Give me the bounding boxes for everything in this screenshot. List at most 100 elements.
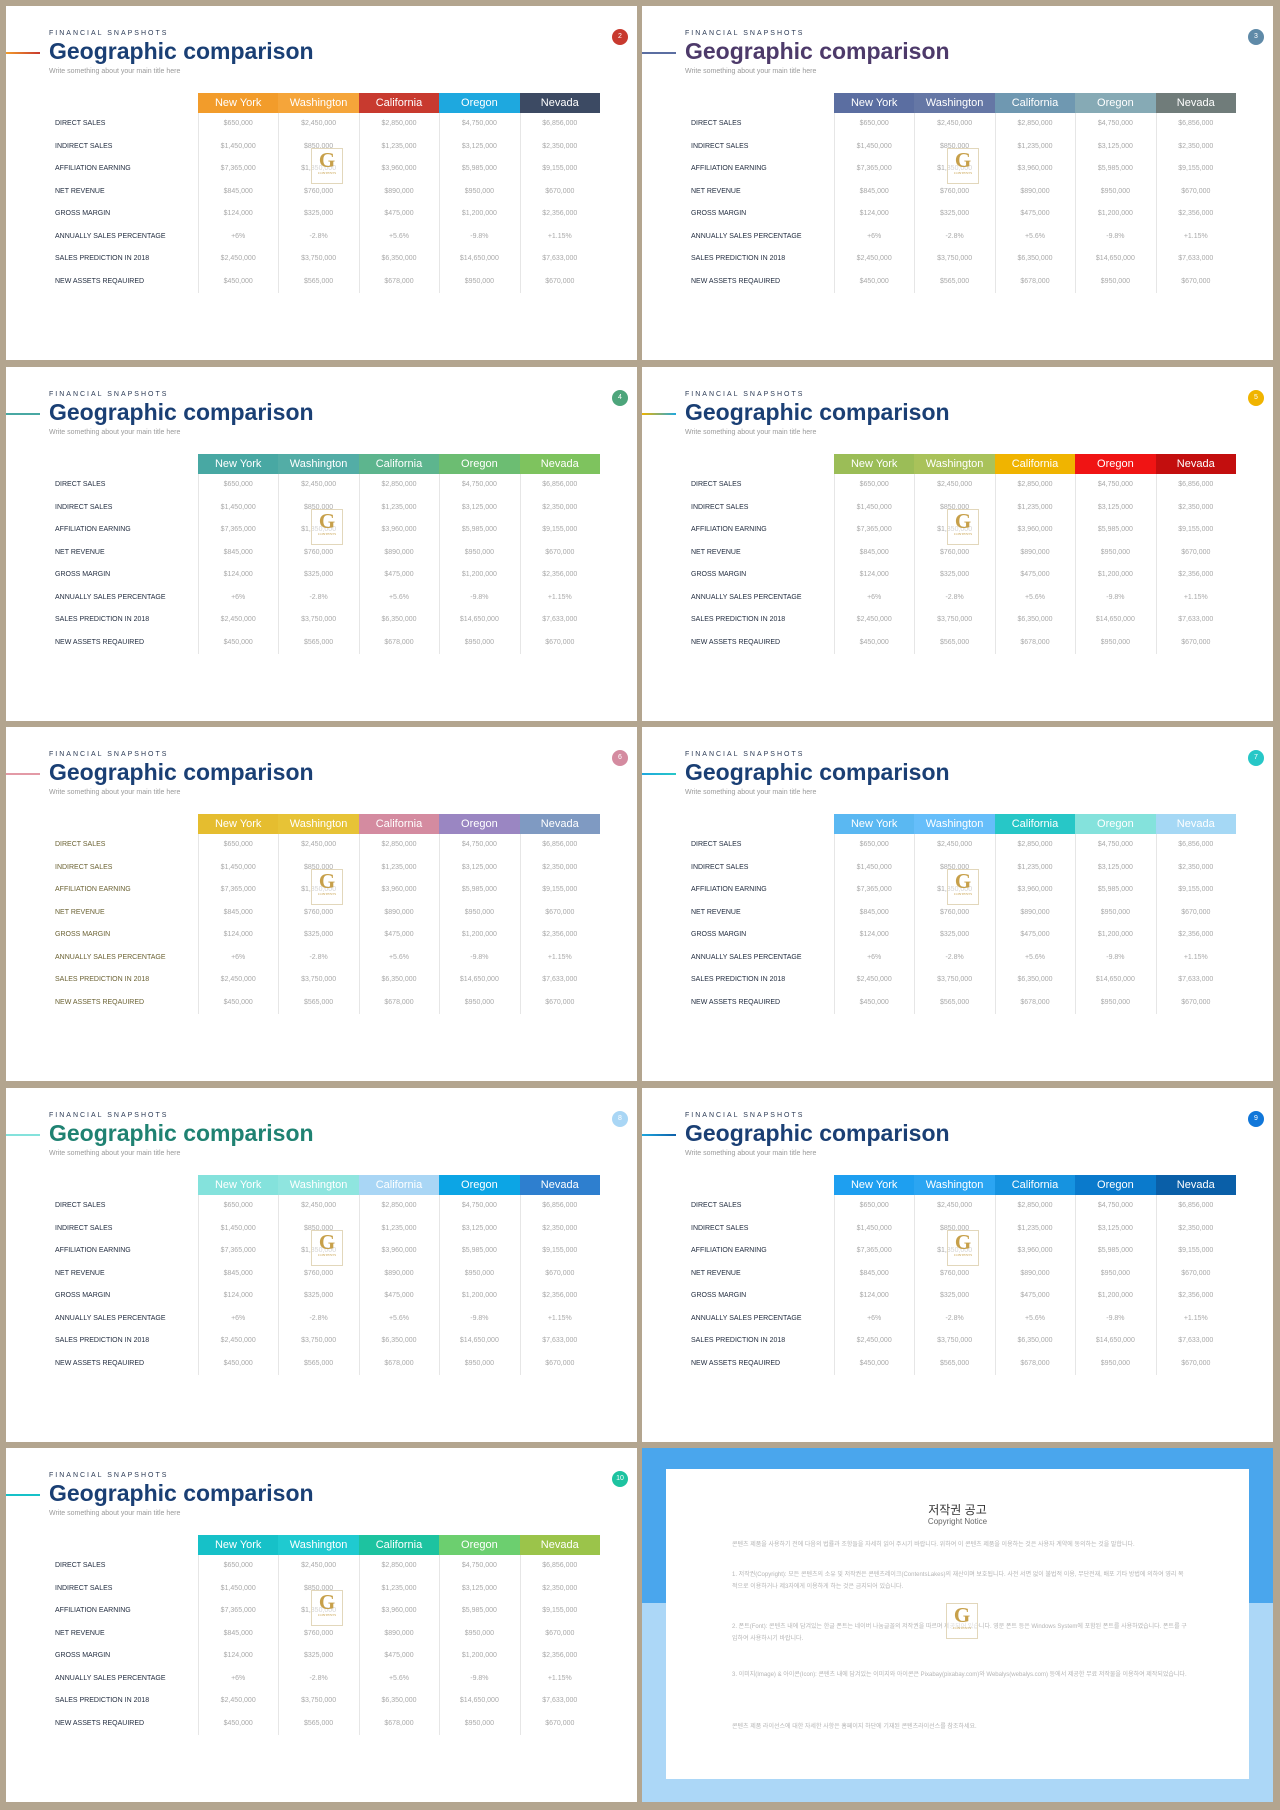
table-cell: $5,985,000 bbox=[461, 526, 497, 533]
table-cell: $14,650,000 bbox=[459, 1337, 499, 1344]
table-cell: -2.8% bbox=[309, 232, 328, 240]
table-cell: $950,000 bbox=[1100, 548, 1130, 556]
table-cell: $850,000 bbox=[939, 1224, 970, 1232]
column-header: Nevada bbox=[519, 454, 600, 474]
column-divider bbox=[519, 113, 521, 293]
table-cell: $1,450,000 bbox=[856, 1224, 892, 1232]
column-divider bbox=[439, 1195, 441, 1375]
table-row: SALES PREDICTION IN 2018 $2,450,000 $3,750… bbox=[686, 1330, 1236, 1353]
table-cell: $850,000 bbox=[303, 863, 334, 871]
table-cell: $565,000 bbox=[303, 638, 334, 646]
row-label: GROSS MARGIN bbox=[691, 571, 747, 578]
table-cell: $2,850,000 bbox=[1017, 120, 1053, 127]
table-cell: +1.15% bbox=[1183, 953, 1208, 961]
row-label: ANNUALLY SALES PERCENTAGE bbox=[691, 232, 802, 240]
table-cell: $650,000 bbox=[223, 481, 253, 488]
table-row: INDIRECT SALES $1,450,000 $850,000 $1,235,0… bbox=[50, 497, 600, 520]
table-cell: $1,450,000 bbox=[220, 503, 256, 511]
table-cell: $950,000 bbox=[464, 1629, 494, 1637]
table-cell: $7,365,000 bbox=[220, 886, 256, 893]
table-cell: $2,850,000 bbox=[381, 1562, 417, 1569]
table-cell: $845,000 bbox=[223, 548, 253, 556]
column-header: Washington bbox=[914, 454, 995, 474]
table-cell: $475,000 bbox=[1020, 1292, 1050, 1299]
table-cell: $670,000 bbox=[1181, 1359, 1211, 1367]
table-row: ANNUALLY SALES PERCENTAGE +6% -2.8% +5.6% -9… bbox=[50, 1308, 600, 1331]
page-number-badge: 10 bbox=[612, 1471, 628, 1487]
table-cell: $7,365,000 bbox=[220, 526, 256, 533]
table-cell: $325,000 bbox=[939, 210, 970, 217]
table-header: New York Washington California Oregon Nevada bbox=[834, 814, 1236, 834]
row-label: NEW ASSETS REQAUIRED bbox=[55, 998, 145, 1006]
row-label: AFFILIATION EARNING bbox=[55, 165, 131, 172]
column-header: Washington bbox=[914, 93, 995, 113]
table-cell: $14,650,000 bbox=[459, 616, 499, 623]
watermark-text: CONTENTS bbox=[953, 1253, 973, 1257]
table-cell: $650,000 bbox=[859, 1202, 889, 1209]
table-cell: $6,856,000 bbox=[542, 841, 578, 848]
row-label: ANNUALLY SALES PERCENTAGE bbox=[691, 593, 802, 601]
table-cell: -2.8% bbox=[945, 1314, 964, 1322]
row-label: ANNUALLY SALES PERCENTAGE bbox=[55, 1314, 166, 1322]
column-divider bbox=[278, 474, 280, 654]
copyright-paragraph: 3. 이미지(Image) & 아이콘(Icon): 콘텐츠 내에 담겨있는 이… bbox=[732, 1672, 1187, 1678]
column-divider bbox=[358, 474, 360, 654]
table-cell: $5,985,000 bbox=[1097, 1247, 1133, 1254]
table-row: DIRECT SALES $650,000 $2,450,000 $2,850,000… bbox=[50, 1195, 600, 1218]
column-header: New York bbox=[834, 454, 915, 474]
watermark-text: CONTENTS bbox=[953, 171, 973, 175]
table-cell: $950,000 bbox=[464, 187, 494, 195]
slide: FINANCIAL SNAPSHOTS Geographic comparison… bbox=[642, 1088, 1273, 1442]
table-cell: $2,350,000 bbox=[1178, 142, 1214, 150]
table-cell: $7,633,000 bbox=[542, 255, 578, 262]
row-label: ANNUALLY SALES PERCENTAGE bbox=[691, 953, 802, 961]
column-divider bbox=[1075, 113, 1077, 293]
table-row: GROSS MARGIN $124,000 $325,000 $475,000 $1,2… bbox=[686, 924, 1236, 947]
row-label: NEW ASSETS REQAUIRED bbox=[55, 638, 145, 646]
watermark-letter: G bbox=[318, 1230, 336, 1254]
table-row: INDIRECT SALES $1,450,000 $850,000 $1,235,0… bbox=[686, 497, 1236, 520]
table-cell: -9.8% bbox=[470, 1674, 489, 1682]
row-label: DIRECT SALES bbox=[691, 1202, 742, 1209]
table-cell: $670,000 bbox=[1181, 187, 1211, 195]
table-cell: $845,000 bbox=[859, 187, 889, 195]
table-cell: $14,650,000 bbox=[1095, 976, 1135, 983]
table-cell: +6% bbox=[867, 593, 882, 601]
table-cell: +6% bbox=[231, 1674, 246, 1682]
table-row: NET REVENUE $845,000 $760,000 $890,000 $950,… bbox=[686, 181, 1236, 204]
row-label: NEW ASSETS REQAUIRED bbox=[55, 1359, 145, 1367]
table-cell: +5.6% bbox=[388, 1674, 410, 1682]
column-header: Washington bbox=[278, 454, 359, 474]
slide-subtitle: Write something about your main title he… bbox=[49, 68, 181, 75]
table-row: DIRECT SALES $650,000 $2,450,000 $2,850,000… bbox=[686, 834, 1236, 857]
table-cell: $450,000 bbox=[223, 277, 253, 285]
table-cell: $5,985,000 bbox=[461, 886, 497, 893]
table-cell: $4,750,000 bbox=[461, 1562, 497, 1569]
table-row: ANNUALLY SALES PERCENTAGE +6% -2.8% +5.6% -9… bbox=[686, 1308, 1236, 1331]
copyright-title: 저작권 공고 bbox=[928, 1503, 987, 1517]
column-divider bbox=[519, 834, 521, 1014]
table-cell: $890,000 bbox=[384, 908, 414, 916]
table-cell: $678,000 bbox=[1020, 638, 1050, 646]
watermark-text: CONTENTS bbox=[317, 1613, 337, 1617]
table-cell: $650,000 bbox=[223, 841, 253, 848]
row-label: INDIRECT SALES bbox=[55, 503, 113, 511]
table-cell: $475,000 bbox=[384, 1292, 414, 1299]
title-accent-line bbox=[6, 413, 40, 415]
table-cell: $2,356,000 bbox=[542, 571, 578, 578]
table-cell: $670,000 bbox=[545, 1359, 575, 1367]
table-cell: $2,350,000 bbox=[1178, 863, 1214, 871]
column-header: Nevada bbox=[519, 1175, 600, 1195]
table-cell: $2,450,000 bbox=[220, 255, 256, 262]
slide: FINANCIAL SNAPSHOTS Geographic comparison… bbox=[642, 6, 1273, 360]
table-cell: $6,350,000 bbox=[381, 1697, 417, 1704]
table-cell: $565,000 bbox=[303, 1719, 334, 1727]
table-cell: $14,650,000 bbox=[459, 976, 499, 983]
column-divider bbox=[358, 113, 360, 293]
table-row: SALES PREDICTION IN 2018 $2,450,000 $3,750… bbox=[686, 248, 1236, 271]
table-cell: -9.8% bbox=[1106, 593, 1125, 601]
row-label: INDIRECT SALES bbox=[691, 142, 749, 150]
table-cell: $9,155,000 bbox=[542, 886, 578, 893]
table-row: INDIRECT SALES $1,450,000 $850,000 $1,235,0… bbox=[50, 136, 600, 159]
table-cell: +6% bbox=[867, 1314, 882, 1322]
